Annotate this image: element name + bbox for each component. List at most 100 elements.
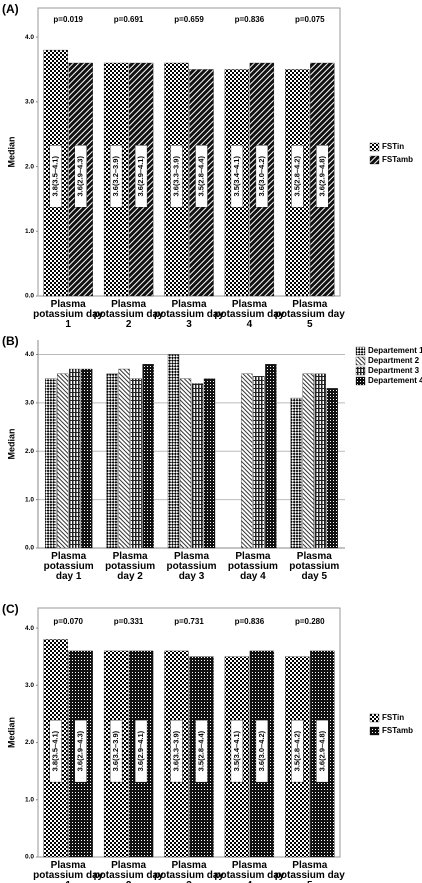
value-label-box bbox=[170, 145, 183, 208]
legend-swatch bbox=[369, 155, 380, 165]
value-label-box bbox=[134, 145, 148, 208]
x-tick-label: Plasma potassium day 1 bbox=[33, 860, 104, 883]
bar bbox=[326, 388, 338, 549]
legend-label: FSTin bbox=[382, 713, 404, 722]
value-label-box bbox=[195, 719, 208, 783]
y-tick-label: 2.0 bbox=[25, 448, 34, 455]
y-tick-label: 1.0 bbox=[25, 496, 34, 503]
y-tick-label: 0.0 bbox=[25, 545, 34, 552]
bar bbox=[179, 378, 192, 549]
legend-swatch bbox=[355, 356, 366, 366]
value-label: 3.6(3.3–3.9) bbox=[171, 156, 180, 197]
value-label-box bbox=[230, 719, 244, 783]
y-tick-label: 3.0 bbox=[25, 400, 34, 407]
p-value: p=0.280 bbox=[295, 617, 325, 626]
bar bbox=[314, 373, 326, 549]
value-label: 3.5(3.4–4.1) bbox=[232, 156, 241, 197]
x-tick-label: Plasma potassium day 5 bbox=[274, 299, 345, 330]
bar bbox=[241, 373, 253, 549]
x-tick-label: Plasma potassium day 3 bbox=[153, 299, 225, 330]
x-tick-label: Plasma potassium day 5 bbox=[289, 551, 340, 582]
value-label: 3.5(2.8–4.2) bbox=[292, 156, 301, 197]
value-label-box bbox=[49, 719, 62, 783]
value-label: 3.6(3.0–4.2) bbox=[257, 730, 266, 771]
value-label-box bbox=[109, 719, 123, 783]
y-tick-label: 4.0 bbox=[25, 351, 34, 358]
value-label: 3.5(2.8–4.4) bbox=[196, 156, 205, 197]
legend-swatch bbox=[369, 142, 380, 152]
legend-swatch bbox=[355, 346, 366, 356]
y-tick-label: 1.0 bbox=[25, 796, 34, 803]
y-tick-label: 3.0 bbox=[25, 99, 34, 106]
legend-swatch bbox=[369, 713, 380, 723]
bar bbox=[290, 397, 302, 549]
x-tick-label: Plasma potassium day 2 bbox=[93, 860, 164, 883]
value-label: 3.6(3.2–3.9) bbox=[111, 730, 120, 771]
legend-swatch bbox=[355, 366, 366, 376]
value-label: 3.6(2.9–4.8) bbox=[317, 156, 326, 197]
y-tick-label: 4.0 bbox=[25, 34, 34, 41]
value-label: 3.6(2.9–4.3) bbox=[76, 730, 85, 771]
value-label: 3.6(2.9–4.1) bbox=[136, 156, 145, 197]
value-label: 3.6(2.9–4.3) bbox=[76, 156, 85, 197]
value-label-box bbox=[109, 145, 123, 208]
x-tick-label: Plasma potassium day 5 bbox=[274, 860, 345, 883]
panel-label: (A) bbox=[2, 2, 19, 16]
y-tick-label: 2.0 bbox=[25, 739, 34, 746]
bar bbox=[118, 368, 130, 549]
bar bbox=[203, 378, 216, 549]
legend-label: FSTamb bbox=[382, 155, 413, 164]
x-tick-label: Plasma potassium day 3 bbox=[166, 551, 217, 582]
value-label: 3.5(2.8–4.2) bbox=[292, 730, 301, 771]
y-axis-label: Median bbox=[6, 717, 16, 748]
legend-label: FSTin bbox=[382, 142, 404, 151]
value-label-box bbox=[316, 145, 329, 208]
plot-frame bbox=[37, 607, 341, 858]
bar bbox=[69, 368, 81, 549]
value-label-box bbox=[291, 145, 304, 208]
y-axis-label: Median bbox=[6, 136, 16, 167]
value-label-box bbox=[255, 719, 269, 783]
bar bbox=[106, 373, 118, 549]
p-value: p=0.731 bbox=[174, 617, 204, 626]
p-value: p=0.836 bbox=[235, 15, 265, 24]
x-tick-label: Plasma potassium day 1 bbox=[33, 299, 104, 330]
legend-label: FSTamb bbox=[382, 726, 413, 735]
y-tick-label: 3.0 bbox=[25, 682, 34, 689]
value-label: 3.6(3.3–3.9) bbox=[171, 730, 180, 771]
value-label-box bbox=[316, 719, 329, 783]
y-tick-label: 2.0 bbox=[25, 163, 34, 170]
x-tick-label: Plasma potassium day 4 bbox=[227, 551, 278, 582]
panel-label: (B) bbox=[2, 334, 19, 348]
legend-swatch bbox=[369, 726, 380, 736]
value-label-box bbox=[170, 719, 183, 783]
y-tick-label: 1.0 bbox=[25, 228, 34, 235]
bar bbox=[265, 364, 277, 549]
bar bbox=[142, 364, 154, 549]
y-tick-label: 4.0 bbox=[25, 625, 34, 632]
value-label-box bbox=[291, 719, 304, 783]
y-tick-label: 0.0 bbox=[25, 854, 34, 861]
value-label: 3.8(3.5–4.1) bbox=[51, 156, 60, 197]
x-tick-label: Plasma potassium day 4 bbox=[214, 860, 285, 883]
legend-label: Department 3 bbox=[368, 366, 420, 375]
bar bbox=[81, 368, 93, 549]
legend-label: Departement 4 bbox=[368, 376, 422, 385]
bar bbox=[302, 373, 314, 549]
value-label: 3.6(2.9–4.1) bbox=[136, 730, 145, 771]
p-value: p=0.019 bbox=[53, 15, 83, 24]
p-value: p=0.836 bbox=[235, 617, 265, 626]
p-value: p=0.075 bbox=[295, 15, 325, 24]
x-tick-label: Plasma potassium day 3 bbox=[153, 860, 225, 883]
bar bbox=[167, 354, 180, 549]
value-label: 3.8(3.5–4.1) bbox=[51, 730, 60, 771]
bar bbox=[57, 373, 69, 549]
value-label: 3.5(3.4–4.1) bbox=[232, 730, 241, 771]
p-value: p=0.691 bbox=[114, 15, 144, 24]
panel-label: (C) bbox=[2, 602, 19, 616]
bar bbox=[130, 378, 142, 549]
value-label-box bbox=[134, 719, 148, 783]
value-label: 3.6(3.0–4.2) bbox=[257, 156, 266, 197]
